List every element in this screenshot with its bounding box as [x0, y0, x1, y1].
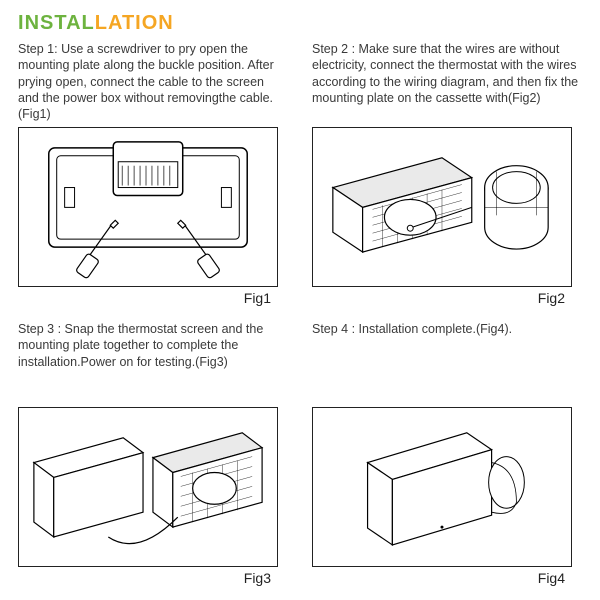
figure-3-illustration [19, 408, 277, 567]
step-4-text: Step 4 : Installation complete.(Fig4). [312, 321, 582, 403]
figure-3-box: Fig3 [18, 407, 278, 567]
step-2: Step 2 : Make sure that the wires are wi… [312, 41, 582, 287]
figure-1-box: Fig1 [18, 127, 278, 287]
figure-2-label: Fig2 [538, 290, 565, 306]
step-1-text: Step 1: Use a screwdriver to pry open th… [18, 41, 288, 123]
figure-2-illustration [313, 128, 571, 287]
figure-4-illustration [313, 408, 571, 567]
steps-grid: Step 1: Use a screwdriver to pry open th… [18, 41, 582, 567]
step-3: Step 3 : Snap the thermostat screen and … [18, 321, 288, 567]
figure-1-illustration [19, 128, 277, 287]
figure-2-box: Fig2 [312, 127, 572, 287]
step-4: Step 4 : Installation complete.(Fig4). F… [312, 321, 582, 567]
page-title: INSTALLATION [18, 12, 174, 34]
step-3-text: Step 3 : Snap the thermostat screen and … [18, 321, 288, 403]
figure-4-box: Fig4 [312, 407, 572, 567]
figure-1-label: Fig1 [244, 290, 271, 306]
figure-3-label: Fig3 [244, 570, 271, 586]
step-2-text: Step 2 : Make sure that the wires are wi… [312, 41, 582, 123]
figure-4-label: Fig4 [538, 570, 565, 586]
step-1: Step 1: Use a screwdriver to pry open th… [18, 41, 288, 287]
